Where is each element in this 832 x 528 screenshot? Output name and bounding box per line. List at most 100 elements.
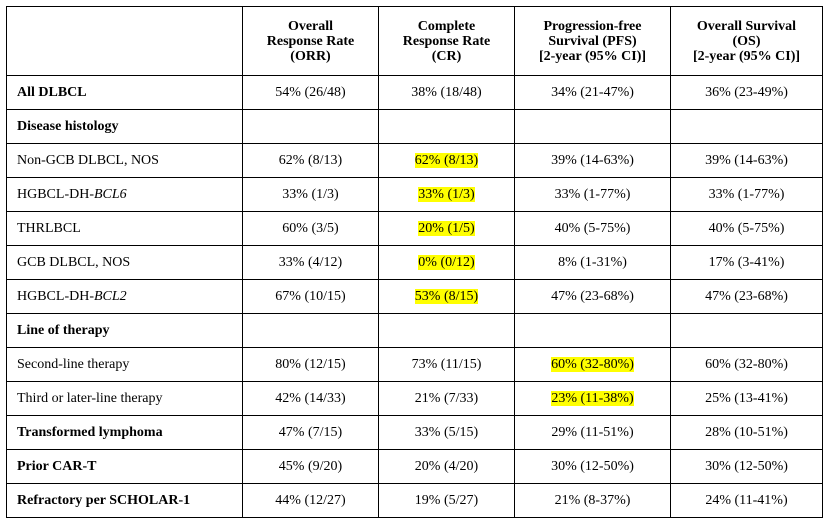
row-label-text: All DLBCL [17, 84, 87, 100]
cell-orr: 67% (10/15) [242, 279, 379, 314]
header-pfs-line: Survival (PFS) [548, 33, 637, 49]
cell-value: 30% (12-50%) [551, 458, 634, 474]
row-label: THRLBCL [6, 211, 243, 246]
row-label: Third or later-line therapy [6, 381, 243, 416]
cell-os: 30% (12-50%) [670, 449, 823, 484]
row-label: Second-line therapy [6, 347, 243, 382]
cell-pfs: 60% (32-80%) [514, 347, 671, 382]
cell-value: 33% (1/3) [282, 186, 339, 202]
table-row: GCB DLBCL, NOS 33% (4/12) 0% (0/12) 8% (1-3… [6, 245, 823, 280]
table-row: Transformed lymphoma 47% (7/15) 33% (5/15)… [6, 415, 823, 450]
cell-cr: 62% (8/13) [378, 143, 515, 178]
cell-value: 40% (5-75%) [554, 220, 631, 236]
cell-os: 25% (13-41%) [670, 381, 823, 416]
header-pfs-line: Progression-free [543, 18, 642, 34]
cell-orr [242, 313, 379, 348]
row-label-text: HGBCL-DH- [17, 288, 94, 304]
cell-value: 8% (1-31%) [558, 254, 627, 270]
cell-value: 17% (3-41%) [708, 254, 785, 270]
cell-cr: 21% (7/33) [378, 381, 515, 416]
cell-value: 28% (10-51%) [705, 424, 788, 440]
cell-pfs [514, 313, 671, 348]
header-os-line: (OS) [732, 33, 761, 49]
header-os: Overall Survival (OS) [2-year (95% CI)] [670, 6, 823, 76]
cell-os [670, 109, 823, 144]
cell-value: 19% (5/27) [414, 492, 479, 508]
row-label: HGBCL-DH-BCL2 [6, 279, 243, 314]
row-label-gene: BCL2 [94, 288, 127, 304]
header-cr-line: Complete [417, 18, 476, 34]
cell-value: 60% (3/5) [282, 220, 339, 236]
cell-cr: 19% (5/27) [378, 483, 515, 518]
cell-value: 23% (11-38%) [551, 390, 634, 406]
cell-orr: 44% (12/27) [242, 483, 379, 518]
row-label-text: THRLBCL [17, 220, 81, 236]
header-orr-line: (ORR) [290, 48, 331, 64]
cell-orr: 45% (9/20) [242, 449, 379, 484]
cell-cr: 33% (1/3) [378, 177, 515, 212]
table-row: All DLBCL 54% (26/48) 38% (18/48) 34% (21-4… [6, 75, 823, 110]
cell-value: 67% (10/15) [275, 288, 346, 304]
cell-pfs: 39% (14-63%) [514, 143, 671, 178]
cell-cr [378, 109, 515, 144]
cell-value: 33% (5/15) [414, 424, 479, 440]
row-label: All DLBCL [6, 75, 243, 110]
table-body: All DLBCL 54% (26/48) 38% (18/48) 34% (21-4… [6, 75, 823, 518]
cell-value: 30% (12-50%) [705, 458, 788, 474]
row-label-text: Transformed lymphoma [17, 424, 163, 440]
cell-value: 0% (0/12) [418, 254, 475, 270]
cell-value: 36% (23-49%) [705, 84, 788, 100]
cell-value: 20% (1/5) [418, 220, 475, 236]
cell-cr: 53% (8/15) [378, 279, 515, 314]
cell-cr: 73% (11/15) [378, 347, 515, 382]
cell-value: 60% (32-80%) [551, 356, 634, 372]
cell-orr: 33% (4/12) [242, 245, 379, 280]
cell-value: 20% (4/20) [414, 458, 479, 474]
cell-value: 47% (23-68%) [551, 288, 634, 304]
row-label-text: Non-GCB DLBCL, NOS [17, 152, 159, 168]
cell-value: 21% (7/33) [414, 390, 479, 406]
cell-cr [378, 313, 515, 348]
header-cr-line: (CR) [431, 48, 462, 64]
cell-value: 54% (26/48) [275, 84, 346, 100]
cell-pfs: 8% (1-31%) [514, 245, 671, 280]
table-row: Refractory per SCHOLAR-1 44% (12/27) 19% (… [6, 483, 823, 518]
row-label-text: Prior CAR-T [17, 458, 97, 474]
cell-cr: 20% (1/5) [378, 211, 515, 246]
header-pfs-line: [2-year (95% CI)] [538, 48, 647, 64]
row-label-text: Refractory per SCHOLAR-1 [17, 492, 191, 508]
cell-orr [242, 109, 379, 144]
cell-orr: 47% (7/15) [242, 415, 379, 450]
cell-value: 33% (1-77%) [708, 186, 785, 202]
cell-value: 21% (8-37%) [554, 492, 631, 508]
table-row: Third or later-line therapy 42% (14/33) 21… [6, 381, 823, 416]
cell-pfs [514, 109, 671, 144]
cell-os: 36% (23-49%) [670, 75, 823, 110]
cell-pfs: 34% (21-47%) [514, 75, 671, 110]
cell-cr: 0% (0/12) [378, 245, 515, 280]
table-row: HGBCL-DH-BCL6 33% (1/3) 33% (1/3) 33% (1-77… [6, 177, 823, 212]
cell-pfs: 33% (1-77%) [514, 177, 671, 212]
cell-os [670, 313, 823, 348]
section-row: Disease histology [6, 109, 823, 144]
cell-pfs: 47% (23-68%) [514, 279, 671, 314]
cell-orr: 42% (14/33) [242, 381, 379, 416]
cell-value: 60% (32-80%) [705, 356, 788, 372]
table-row: Non-GCB DLBCL, NOS 62% (8/13) 62% (8/13) 39… [6, 143, 823, 178]
header-os-line: [2-year (95% CI)] [692, 48, 801, 64]
cell-value: 80% (12/15) [275, 356, 346, 372]
cell-pfs: 30% (12-50%) [514, 449, 671, 484]
cell-value: 39% (14-63%) [705, 152, 788, 168]
cell-pfs: 21% (8-37%) [514, 483, 671, 518]
header-row: Overall Response Rate (ORR) Complete Res… [6, 6, 823, 76]
cell-pfs: 40% (5-75%) [514, 211, 671, 246]
cell-orr: 62% (8/13) [242, 143, 379, 178]
section-row: Line of therapy [6, 313, 823, 348]
cell-value: 42% (14/33) [275, 390, 346, 406]
cell-value: 34% (21-47%) [551, 84, 634, 100]
table-row: HGBCL-DH-BCL2 67% (10/15) 53% (8/15) 47% (2… [6, 279, 823, 314]
cell-value: 38% (18/48) [411, 84, 482, 100]
table-row: Second-line therapy 80% (12/15) 73% (11/15… [6, 347, 823, 382]
section-label: Disease histology [6, 109, 243, 144]
section-label: Line of therapy [6, 313, 243, 348]
